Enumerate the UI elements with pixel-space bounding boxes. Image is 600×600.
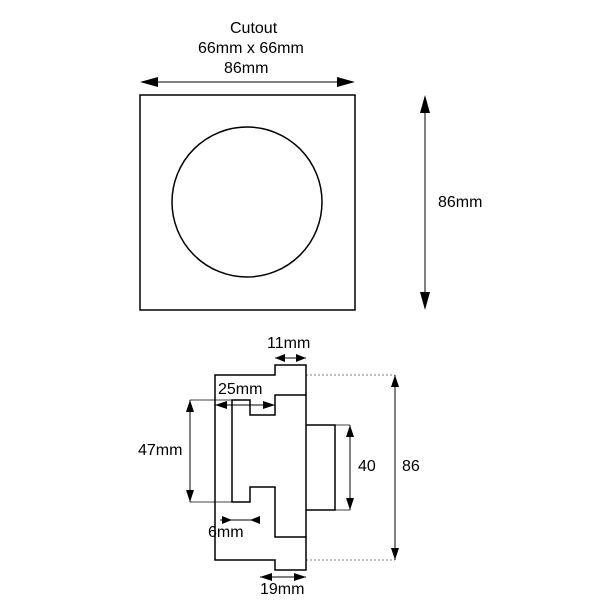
- dim-6-arrow: [220, 516, 260, 524]
- dim-86-arrow: [306, 375, 399, 560]
- right-dim-arrow: [420, 95, 430, 310]
- label-11: 11mm: [267, 335, 310, 353]
- dim-19-arrow: [260, 573, 306, 581]
- label-40: 40: [358, 458, 376, 476]
- label-86b: 86: [402, 458, 420, 476]
- front-circle: [172, 127, 322, 277]
- label-right-86: 86mm: [438, 194, 482, 212]
- title-line2: 66mm x 66mm: [198, 40, 304, 58]
- label-19: 19mm: [260, 581, 304, 599]
- dim-25-arrow: [215, 401, 275, 409]
- label-47: 47mm: [138, 442, 182, 460]
- dim-11-arrow: [275, 354, 306, 362]
- label-6: 6mm: [208, 524, 244, 542]
- label-25: 25mm: [218, 381, 262, 399]
- label-top-86: 86mm: [224, 60, 268, 78]
- top-dim-arrow: [140, 77, 355, 87]
- technical-drawing: [0, 0, 600, 600]
- dim-40-arrow: [335, 425, 354, 510]
- title-line1: Cutout: [230, 20, 277, 38]
- dim-47-arrow: [186, 400, 232, 502]
